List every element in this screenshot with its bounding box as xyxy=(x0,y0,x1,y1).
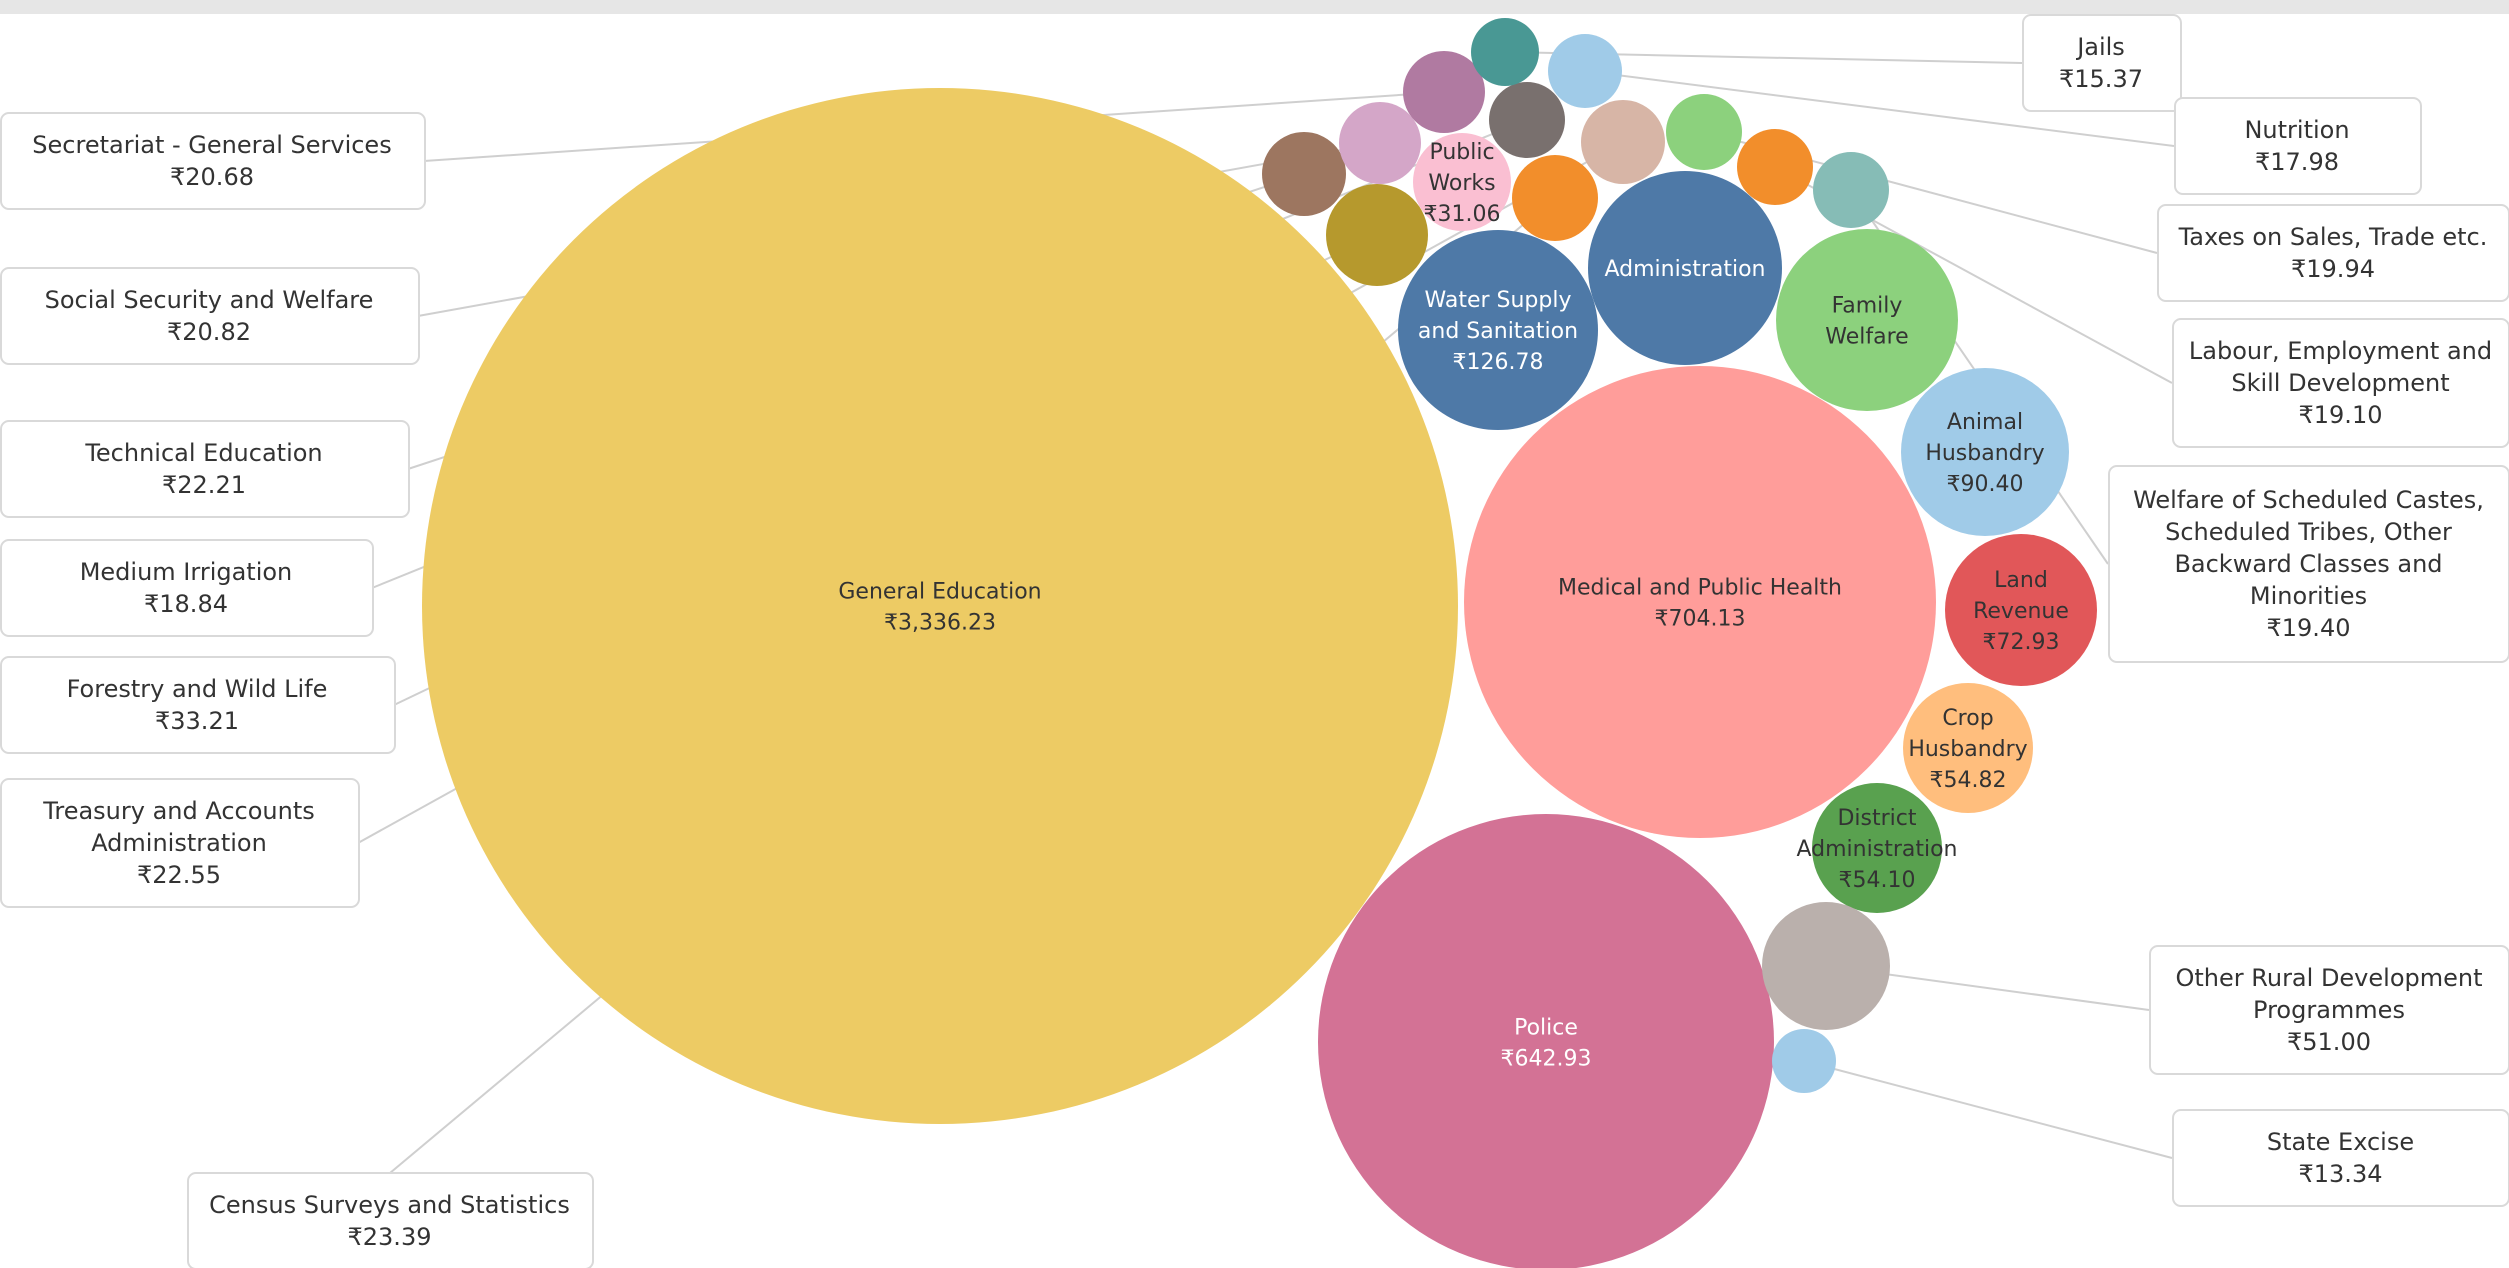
bubble-treasury-and-accounts-administration[interactable] xyxy=(1581,100,1665,184)
bubble-social-security-and-welfare[interactable] xyxy=(1339,102,1421,184)
callout-text: Other Rural Development Programmes ₹51.00 xyxy=(2175,964,2482,1056)
callout-box xyxy=(0,539,374,637)
callout-box xyxy=(2022,14,2182,112)
bubble-jails[interactable] xyxy=(1471,18,1539,86)
callout-text: State Excise ₹13.34 xyxy=(2267,1128,2414,1188)
bubble-crop-husbandry[interactable] xyxy=(1903,683,2033,813)
bubble-district-administration[interactable] xyxy=(1812,783,1942,913)
bubble-welfare-of-scheduled-castes-scheduled-tribes-other-backward-classes-and-minorities[interactable] xyxy=(1813,152,1889,228)
callout-text: Secretariat - General Services ₹20.68 xyxy=(32,131,391,191)
bubble-medium-irrigation[interactable] xyxy=(1489,82,1565,158)
bubble-label-police: Police ₹642.93 xyxy=(1501,1016,1592,1072)
bubble-label-family-welfare: Family Welfare xyxy=(1825,294,1908,350)
callout-secretariat-general-services: Secretariat - General Services ₹20.68 xyxy=(0,112,426,210)
callout-box xyxy=(2108,465,2509,663)
callout-text: Welfare of Scheduled Castes, Scheduled Tr… xyxy=(2133,486,2484,642)
callouts: Jails ₹15.37 Nutrition ₹17.98 Taxes on Sales… xyxy=(0,14,2509,1268)
bubble-technical-education[interactable] xyxy=(1262,132,1346,216)
bubble-water-supply-and-sanitation[interactable] xyxy=(1398,230,1598,430)
bubbles xyxy=(422,18,2097,1268)
leader-line-nutrition xyxy=(1584,70,2175,147)
callout-taxes-on-sales-trade-etc: Taxes on Sales, Trade etc. ₹19.94 xyxy=(2157,204,2509,302)
bubble-administration[interactable] xyxy=(1588,171,1782,365)
bubble-animal-husbandry[interactable] xyxy=(1901,368,2069,536)
bubble-police[interactable] xyxy=(1318,814,1774,1268)
callout-social-security-and-welfare: Social Security and Welfare ₹20.82 xyxy=(0,267,420,365)
callout-box xyxy=(187,1172,594,1268)
bubble-labour-employment-and-skill-development[interactable] xyxy=(1737,129,1813,205)
bubble-labels: General Education ₹3,336.23 Medical and Pu… xyxy=(838,140,2069,1072)
bubble-label-general-education: General Education ₹3,336.23 xyxy=(838,580,1041,636)
callout-box xyxy=(0,267,420,365)
callout-box xyxy=(0,112,426,210)
callout-text: Jails ₹15.37 xyxy=(2059,33,2143,93)
callout-text: Technical Education ₹22.21 xyxy=(84,439,322,499)
callout-jails: Jails ₹15.37 xyxy=(2022,14,2182,112)
callout-text: Social Security and Welfare ₹20.82 xyxy=(45,286,374,346)
callout-other-rural-development-programmes: Other Rural Development Programmes ₹51.00 xyxy=(2149,945,2509,1075)
callout-box xyxy=(2172,1109,2509,1207)
callout-text: Nutrition ₹17.98 xyxy=(2244,116,2349,176)
bubble-label-animal-husbandry: Animal Husbandry ₹90.40 xyxy=(1925,410,2044,497)
bubble-medical-and-public-health[interactable] xyxy=(1464,366,1936,838)
bubble-label-crop-husbandry: Crop Husbandry ₹54.82 xyxy=(1908,706,2027,793)
bubble-label-administration: Administration xyxy=(1605,257,1766,282)
callout-text: Taxes on Sales, Trade etc. ₹19.94 xyxy=(2178,223,2488,283)
callout-box xyxy=(2174,97,2422,195)
bubble-census-surveys-and-statistics[interactable] xyxy=(1512,155,1598,241)
callout-box xyxy=(0,778,360,908)
bubble-forestry-and-wild-life[interactable] xyxy=(1326,184,1428,286)
bubble-label-medical-and-public-health: Medical and Public Health ₹704.13 xyxy=(1558,576,1842,632)
callout-text: Medium Irrigation ₹18.84 xyxy=(80,558,293,618)
leader-line-state-excise xyxy=(1803,1060,2173,1159)
callout-treasury-and-accounts-administration: Treasury and Accounts Administration ₹22.5… xyxy=(0,778,360,908)
bubble-general-education[interactable] xyxy=(422,88,1458,1124)
top-scroll-strip xyxy=(0,0,2509,14)
bubble-taxes-on-sales-trade-etc[interactable] xyxy=(1666,94,1742,170)
bubble-public-works[interactable] xyxy=(1413,133,1511,231)
callout-nutrition: Nutrition ₹17.98 xyxy=(2174,97,2422,195)
bubble-label-public-works: Public Works ₹31.06 xyxy=(1424,140,1501,227)
callout-text: Forestry and Wild Life ₹33.21 xyxy=(67,675,328,735)
bubble-family-welfare[interactable] xyxy=(1776,229,1958,411)
bubble-label-district-administration: District Administration ₹54.10 xyxy=(1797,806,1958,893)
bubble-secretariat-general-services[interactable] xyxy=(1403,51,1485,133)
callout-box xyxy=(0,420,410,518)
bubble-label-land-revenue: Land Revenue ₹72.93 xyxy=(1973,568,2069,655)
bubble-land-revenue[interactable] xyxy=(1945,534,2097,686)
callout-text: Treasury and Accounts Administration ₹22.5… xyxy=(42,797,315,889)
callout-box xyxy=(0,656,396,754)
callout-text: Census Surveys and Statistics ₹23.39 xyxy=(209,1191,570,1251)
bubble-other-rural-development-programmes[interactable] xyxy=(1762,902,1890,1030)
callout-box xyxy=(2149,945,2509,1075)
callout-box xyxy=(2157,204,2509,302)
callout-medium-irrigation: Medium Irrigation ₹18.84 xyxy=(0,539,374,637)
bubble-label-water-supply-and-sanitation: Water Supply and Sanitation ₹126.78 xyxy=(1418,288,1578,375)
callout-forestry-and-wild-life: Forestry and Wild Life ₹33.21 xyxy=(0,656,396,754)
callout-labour-employment-and-skill-development: Labour, Employment and Skill Development ₹… xyxy=(2172,318,2509,448)
callout-state-excise: State Excise ₹13.34 xyxy=(2172,1109,2509,1207)
callout-text: Labour, Employment and Skill Development ₹… xyxy=(2189,337,2492,429)
bubble-state-excise[interactable] xyxy=(1772,1029,1836,1093)
callout-welfare-of-scheduled-castes-scheduled-tribes-other-backward-classes-and-minorities: Welfare of Scheduled Castes, Scheduled Tr… xyxy=(2108,465,2509,663)
callout-box xyxy=(2172,318,2509,448)
callout-census-surveys-and-statistics: Census Surveys and Statistics ₹23.39 xyxy=(187,1172,594,1268)
bubble-nutrition[interactable] xyxy=(1548,34,1622,108)
callout-technical-education: Technical Education ₹22.21 xyxy=(0,420,410,518)
